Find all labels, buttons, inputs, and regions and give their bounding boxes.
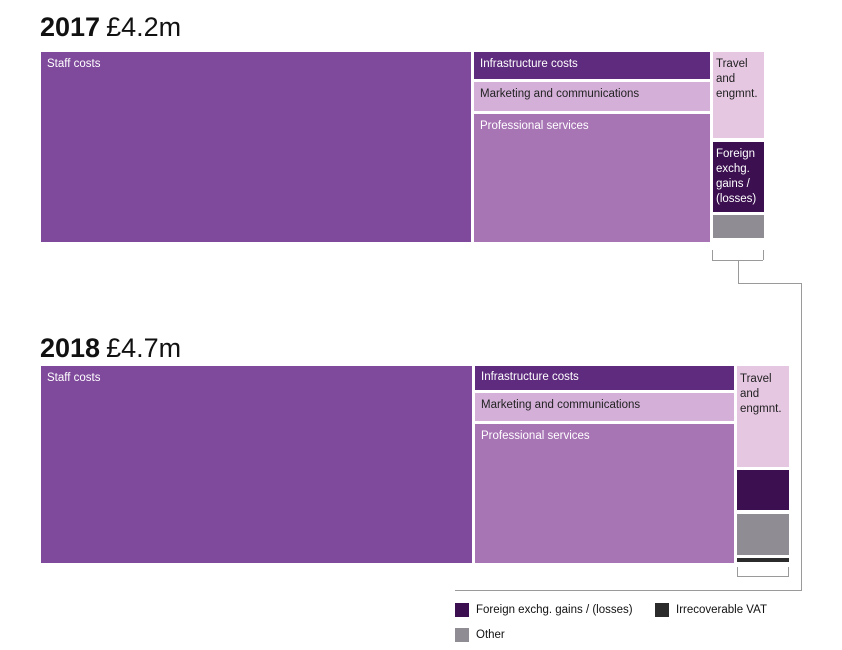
rect-2017-infrastructure: Infrastructure costs: [474, 52, 710, 79]
legend-item-other: Other: [455, 628, 505, 642]
label-2017-marketing: Marketing and communications: [480, 88, 640, 100]
label-2017-professional: Professional services: [480, 120, 589, 132]
year-2018: 2018: [40, 333, 101, 363]
year-title-2017: 2017 £4.2m: [40, 14, 181, 41]
label-2018-infrastructure: Infrastructure costs: [481, 371, 579, 383]
total-2018: £4.7m: [106, 333, 182, 363]
rect-2017-professional: Professional services: [474, 114, 710, 242]
rect-2018-professional: Professional services: [475, 424, 734, 563]
rect-2018-vat: [737, 558, 789, 562]
label-2017-infrastructure: Infrastructure costs: [480, 58, 578, 70]
legend-swatch-other: [455, 628, 469, 642]
year-title-2018: 2018 £4.7m: [40, 335, 181, 362]
year-2017: 2017: [40, 12, 101, 42]
rect-2017-travel: Travel and engmnt.: [713, 52, 764, 138]
label-2018-travel: Travel and engmnt.: [740, 373, 782, 415]
label-2017-travel: Travel and engmnt.: [716, 58, 758, 100]
label-2017-staff: Staff costs: [47, 58, 101, 70]
legend-item-fx: Foreign exchg. gains / (losses): [455, 603, 633, 617]
label-2018-professional: Professional services: [481, 430, 590, 442]
rect-2018-staff: Staff costs: [41, 366, 472, 563]
label-2018-marketing: Marketing and communications: [481, 399, 641, 411]
rect-2018-marketing: Marketing and communications: [475, 393, 734, 421]
legend-label-fx: Foreign exchg. gains / (losses): [476, 604, 633, 616]
rect-2017-staff: Staff costs: [41, 52, 471, 242]
rect-2018-other: [737, 514, 789, 555]
label-2018-staff: Staff costs: [47, 372, 101, 384]
label-2017-fx: Foreign exchg. gains / (losses): [716, 148, 757, 205]
rect-2018-infrastructure: Infrastructure costs: [475, 366, 734, 390]
total-2017: £4.2m: [106, 12, 182, 42]
legend-item-vat: Irrecoverable VAT: [655, 603, 767, 617]
rect-2017-other: [713, 215, 764, 238]
rect-2017-fx: Foreign exchg. gains / (losses): [713, 142, 764, 212]
rect-2017-marketing: Marketing and communications: [474, 82, 710, 111]
legend-swatch-fx: [455, 603, 469, 617]
rect-2018-fx: [737, 470, 789, 510]
legend-label-vat: Irrecoverable VAT: [676, 604, 767, 616]
legend-swatch-vat: [655, 603, 669, 617]
legend-label-other: Other: [476, 629, 505, 641]
rect-2018-travel: Travel and engmnt.: [737, 366, 789, 467]
